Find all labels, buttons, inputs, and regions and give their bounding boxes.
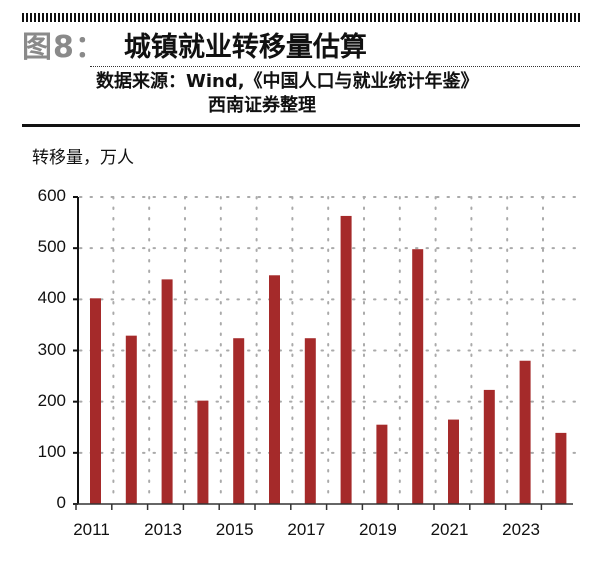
bar-2014 bbox=[197, 400, 209, 504]
y-tick-label: 500 bbox=[37, 237, 66, 257]
bar-2018 bbox=[340, 215, 352, 504]
bar-2023 bbox=[519, 360, 531, 504]
bar-2020 bbox=[412, 249, 424, 504]
source-line-1: 数据来源：Wind,《中国人口与就业统计年鉴》 bbox=[96, 71, 479, 92]
bar-2022 bbox=[483, 389, 495, 504]
bar-2015 bbox=[233, 338, 245, 504]
x-tick-label: 2015 bbox=[215, 520, 254, 539]
bar-2021 bbox=[448, 419, 459, 504]
figure-label: 图8： bbox=[22, 30, 106, 65]
bar-2024 bbox=[555, 432, 567, 504]
header-rule bbox=[22, 124, 580, 127]
bar-2017 bbox=[304, 338, 316, 504]
bar-2013 bbox=[161, 279, 173, 504]
source-line-2: 西南证券整理 bbox=[208, 95, 316, 116]
chart-title: 城镇就业转移量估算 bbox=[123, 31, 367, 63]
y-tick-label: 200 bbox=[37, 390, 66, 410]
top-hatch-border bbox=[22, 13, 580, 22]
y-tick-label: 600 bbox=[37, 186, 66, 205]
bar-2019 bbox=[376, 424, 388, 504]
y-tick-label: 400 bbox=[37, 288, 66, 308]
x-tick-label: 2013 bbox=[144, 520, 182, 539]
y-axis-label: 转移量，万人 bbox=[32, 148, 134, 168]
x-tick-label: 2019 bbox=[358, 520, 397, 539]
y-tick-label: 100 bbox=[37, 441, 66, 461]
title-divider bbox=[90, 66, 580, 67]
y-tick-label: 0 bbox=[56, 493, 66, 512]
title-row: 图8： 城镇就业转移量估算 bbox=[22, 24, 367, 65]
x-tick-label: 2011 bbox=[73, 520, 110, 539]
x-tick-label: 2017 bbox=[287, 520, 326, 539]
bar-2011 bbox=[90, 298, 101, 504]
source-note: 数据来源：Wind,《中国人口与就业统计年鉴》 西南证券整理 bbox=[96, 70, 479, 118]
x-tick-label: 2021 bbox=[430, 520, 469, 539]
bar-2012 bbox=[125, 335, 137, 504]
x-tick-label: 2023 bbox=[502, 520, 540, 539]
y-tick-label: 300 bbox=[37, 339, 66, 359]
bar-2016 bbox=[269, 275, 280, 504]
